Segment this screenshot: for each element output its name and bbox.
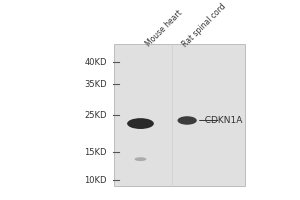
Text: Mouse heart: Mouse heart (144, 8, 184, 49)
Text: CDKN1A: CDKN1A (199, 116, 242, 125)
Text: 25KD: 25KD (84, 111, 107, 120)
Text: 15KD: 15KD (84, 148, 107, 157)
Text: 10KD: 10KD (84, 176, 107, 185)
Ellipse shape (134, 157, 146, 161)
Ellipse shape (178, 116, 197, 125)
Text: 40KD: 40KD (84, 58, 107, 67)
Text: Rat spinal cord: Rat spinal cord (181, 1, 228, 49)
Text: 35KD: 35KD (84, 80, 107, 89)
Ellipse shape (127, 118, 154, 129)
FancyBboxPatch shape (114, 44, 245, 186)
